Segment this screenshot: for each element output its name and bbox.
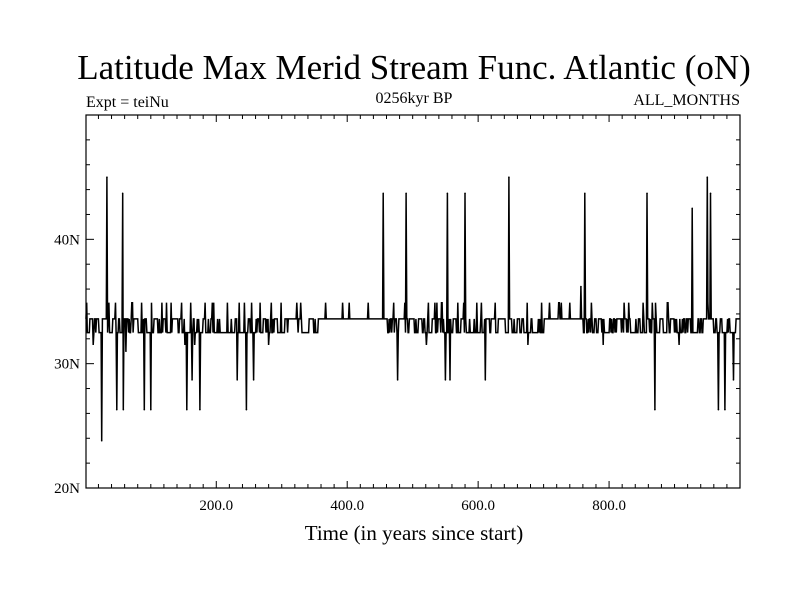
spike-point [405, 192, 407, 195]
y-tick-label: 30N [54, 357, 80, 373]
spike-point [252, 379, 255, 381]
y-tick-label: 20N [54, 481, 80, 497]
plot-area [85, 176, 740, 442]
spike-point [449, 379, 451, 381]
spike-point [732, 379, 735, 381]
subtitle-right: ALL_MONTHS [633, 92, 740, 109]
spike-point [100, 439, 103, 442]
spike-point [646, 192, 648, 195]
spike-point [446, 192, 449, 195]
chart-title: Latitude Max Merid Stream Func. Atlantic… [77, 48, 751, 87]
spike-point [444, 379, 447, 381]
spike-point [186, 408, 188, 411]
spike-point [580, 285, 582, 288]
spike-point [115, 408, 118, 411]
spike-point [508, 176, 510, 178]
spike-point [396, 379, 399, 381]
plot-frame [85, 114, 741, 489]
spike-point [191, 379, 193, 381]
spike-point [654, 408, 656, 411]
subtitle-center: 0256kyr BP [376, 90, 453, 107]
x-tick-label: 200.0 [199, 498, 233, 514]
spike-point [122, 408, 125, 411]
spike-point [143, 408, 146, 411]
spike-point [245, 408, 248, 411]
x-tick-label: 800.0 [592, 498, 626, 514]
x-tick-label: 400.0 [330, 498, 364, 514]
y-tick-label: 40N [54, 232, 80, 248]
spike-point [691, 207, 694, 210]
series-line [85, 177, 740, 441]
spike-point [125, 350, 127, 353]
axis-ticks: 200.0 400.0 600.0 800.0 20N 30N 40N [54, 114, 741, 514]
spike-point [706, 176, 709, 178]
spike-point [484, 379, 487, 381]
spike-point [236, 379, 239, 381]
x-tick-label: 600.0 [461, 498, 495, 514]
x-axis-label: Time (in years since start) [305, 521, 524, 545]
spike-point [199, 408, 201, 411]
spike-point [106, 176, 108, 178]
spike-point [150, 408, 152, 411]
spike-point [121, 192, 124, 195]
spike-point [382, 192, 385, 195]
spike-point [709, 192, 712, 195]
subtitle-left: Expt = teiNu [86, 94, 169, 111]
spike-point [724, 408, 726, 411]
spike-point [717, 408, 720, 411]
spike-point [584, 192, 586, 195]
spike-point [464, 192, 466, 195]
